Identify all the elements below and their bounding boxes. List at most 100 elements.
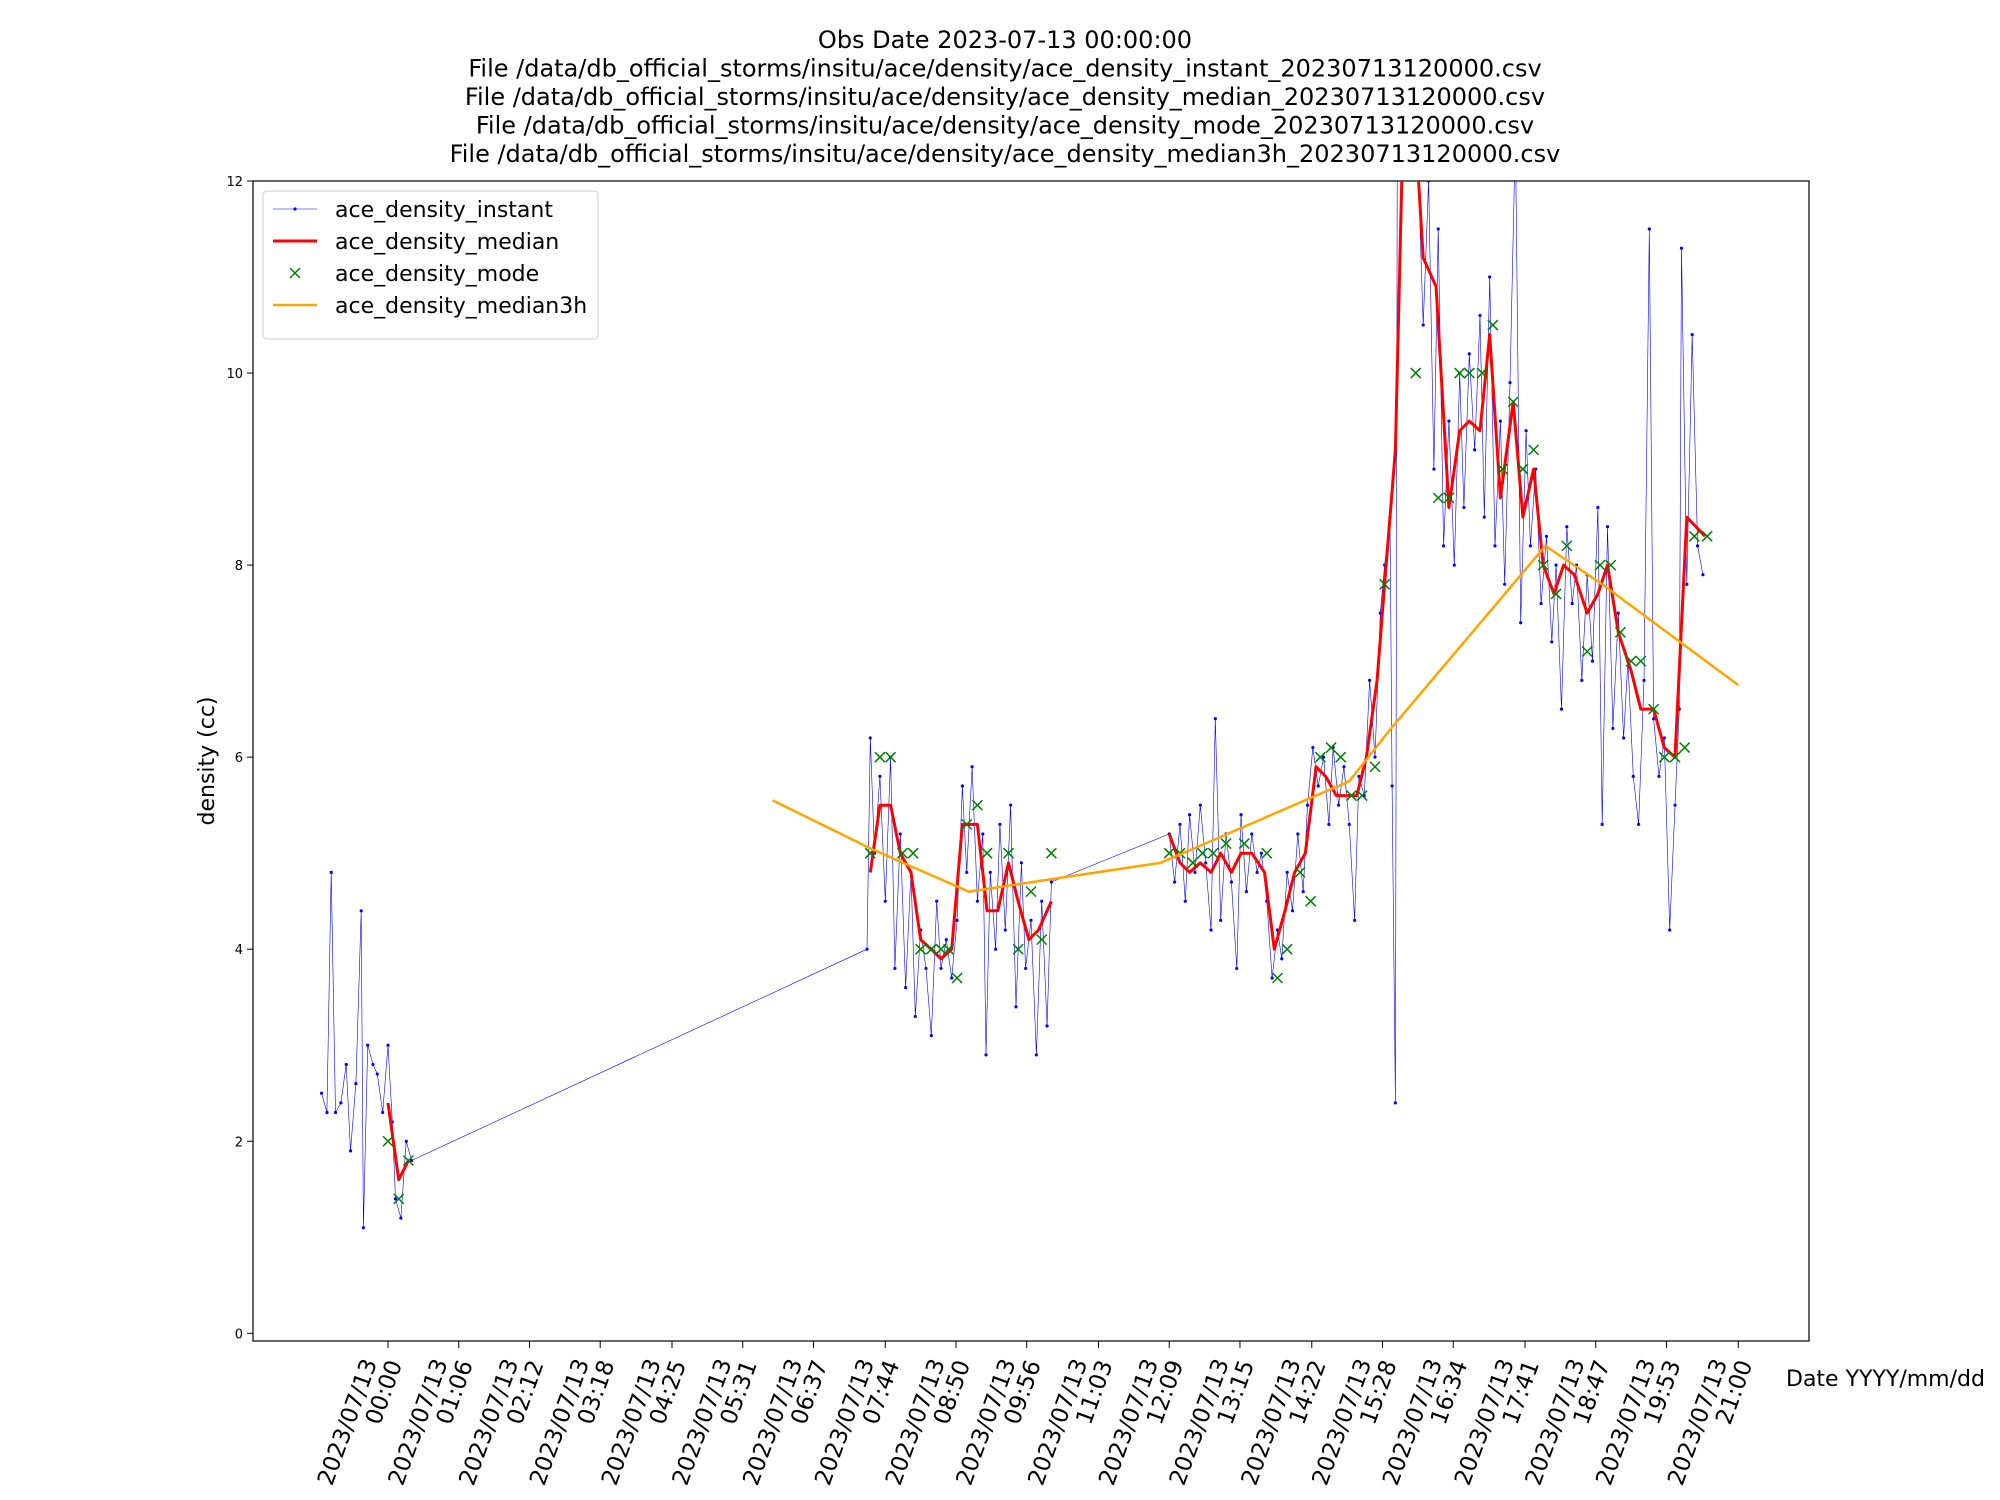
point — [1393, 1101, 1397, 1105]
point — [975, 899, 980, 903]
y-tick-label: 2 — [235, 1135, 243, 1150]
point — [1024, 966, 1028, 971]
point — [402, 1154, 414, 1167]
point — [1443, 492, 1455, 504]
point — [1379, 578, 1391, 590]
legend-label: ace_density_median — [335, 230, 559, 255]
point — [1238, 838, 1250, 850]
point — [904, 986, 908, 990]
legend-label: ace_density_mode — [335, 262, 539, 287]
plot-area — [319, 181, 1740, 1230]
series-line — [772, 544, 1740, 893]
point — [1213, 717, 1217, 721]
point — [1220, 838, 1232, 850]
point — [1290, 909, 1295, 913]
point — [878, 774, 882, 778]
point — [1187, 857, 1199, 869]
point — [1285, 870, 1289, 874]
point — [1436, 227, 1440, 231]
point — [381, 1110, 385, 1115]
point — [994, 947, 998, 951]
point — [1188, 813, 1192, 817]
point — [1207, 847, 1219, 859]
point — [1498, 419, 1502, 423]
point — [404, 1139, 408, 1143]
point — [1635, 655, 1647, 667]
point — [361, 1226, 365, 1230]
point — [1421, 323, 1425, 327]
point — [1565, 525, 1569, 529]
point — [1045, 1024, 1049, 1028]
point — [359, 909, 363, 913]
point — [971, 799, 983, 811]
point — [907, 847, 919, 859]
point — [1239, 813, 1243, 817]
point — [1368, 678, 1372, 682]
point — [1476, 367, 1488, 379]
point — [1642, 678, 1646, 682]
point — [1219, 918, 1223, 923]
point — [1305, 803, 1310, 807]
point — [1390, 784, 1394, 788]
point — [366, 1043, 370, 1047]
point — [1345, 790, 1357, 802]
point — [1658, 751, 1670, 763]
point — [935, 899, 939, 903]
point — [1701, 573, 1705, 577]
point — [1647, 227, 1651, 231]
point — [1410, 367, 1422, 379]
point — [865, 947, 869, 951]
point — [1570, 601, 1574, 606]
point — [1454, 367, 1466, 379]
point — [1255, 870, 1259, 874]
point — [1336, 803, 1341, 807]
point — [1040, 899, 1044, 903]
point — [939, 966, 943, 971]
point — [1550, 588, 1562, 600]
point — [896, 847, 908, 859]
point — [1301, 889, 1305, 894]
point — [386, 1043, 390, 1047]
point — [981, 832, 985, 836]
point — [1519, 621, 1523, 625]
point — [1342, 765, 1346, 769]
point — [1335, 751, 1347, 763]
point — [1622, 736, 1626, 740]
point — [1259, 851, 1263, 855]
point — [1539, 601, 1543, 606]
point — [1695, 544, 1700, 548]
legend-label: ace_density_median3h — [335, 294, 587, 319]
point — [1657, 774, 1661, 778]
point — [970, 765, 974, 769]
point — [1590, 659, 1595, 663]
point — [960, 784, 965, 788]
point — [319, 1091, 324, 1095]
point — [1528, 544, 1532, 548]
point — [1550, 640, 1554, 644]
point — [1356, 790, 1368, 802]
point — [1600, 822, 1604, 826]
point — [1652, 717, 1656, 721]
point — [1204, 861, 1208, 865]
point — [1019, 861, 1023, 865]
point — [898, 832, 902, 836]
point — [1463, 367, 1475, 379]
point — [1508, 381, 1512, 385]
point — [1648, 703, 1660, 715]
point — [1321, 755, 1326, 759]
legend-label: ace_density_instant — [335, 198, 553, 223]
point — [375, 1072, 379, 1076]
point — [1487, 319, 1499, 331]
point — [1493, 544, 1497, 548]
point — [393, 1197, 398, 1201]
point — [1679, 246, 1684, 250]
y-tick-label: 4 — [235, 943, 243, 958]
point — [1045, 847, 1057, 859]
point — [1517, 463, 1529, 475]
point — [1637, 822, 1641, 826]
point — [1369, 761, 1381, 773]
point — [1193, 870, 1197, 874]
point — [371, 1062, 375, 1067]
legend-marker — [289, 267, 301, 279]
point — [1250, 832, 1254, 836]
